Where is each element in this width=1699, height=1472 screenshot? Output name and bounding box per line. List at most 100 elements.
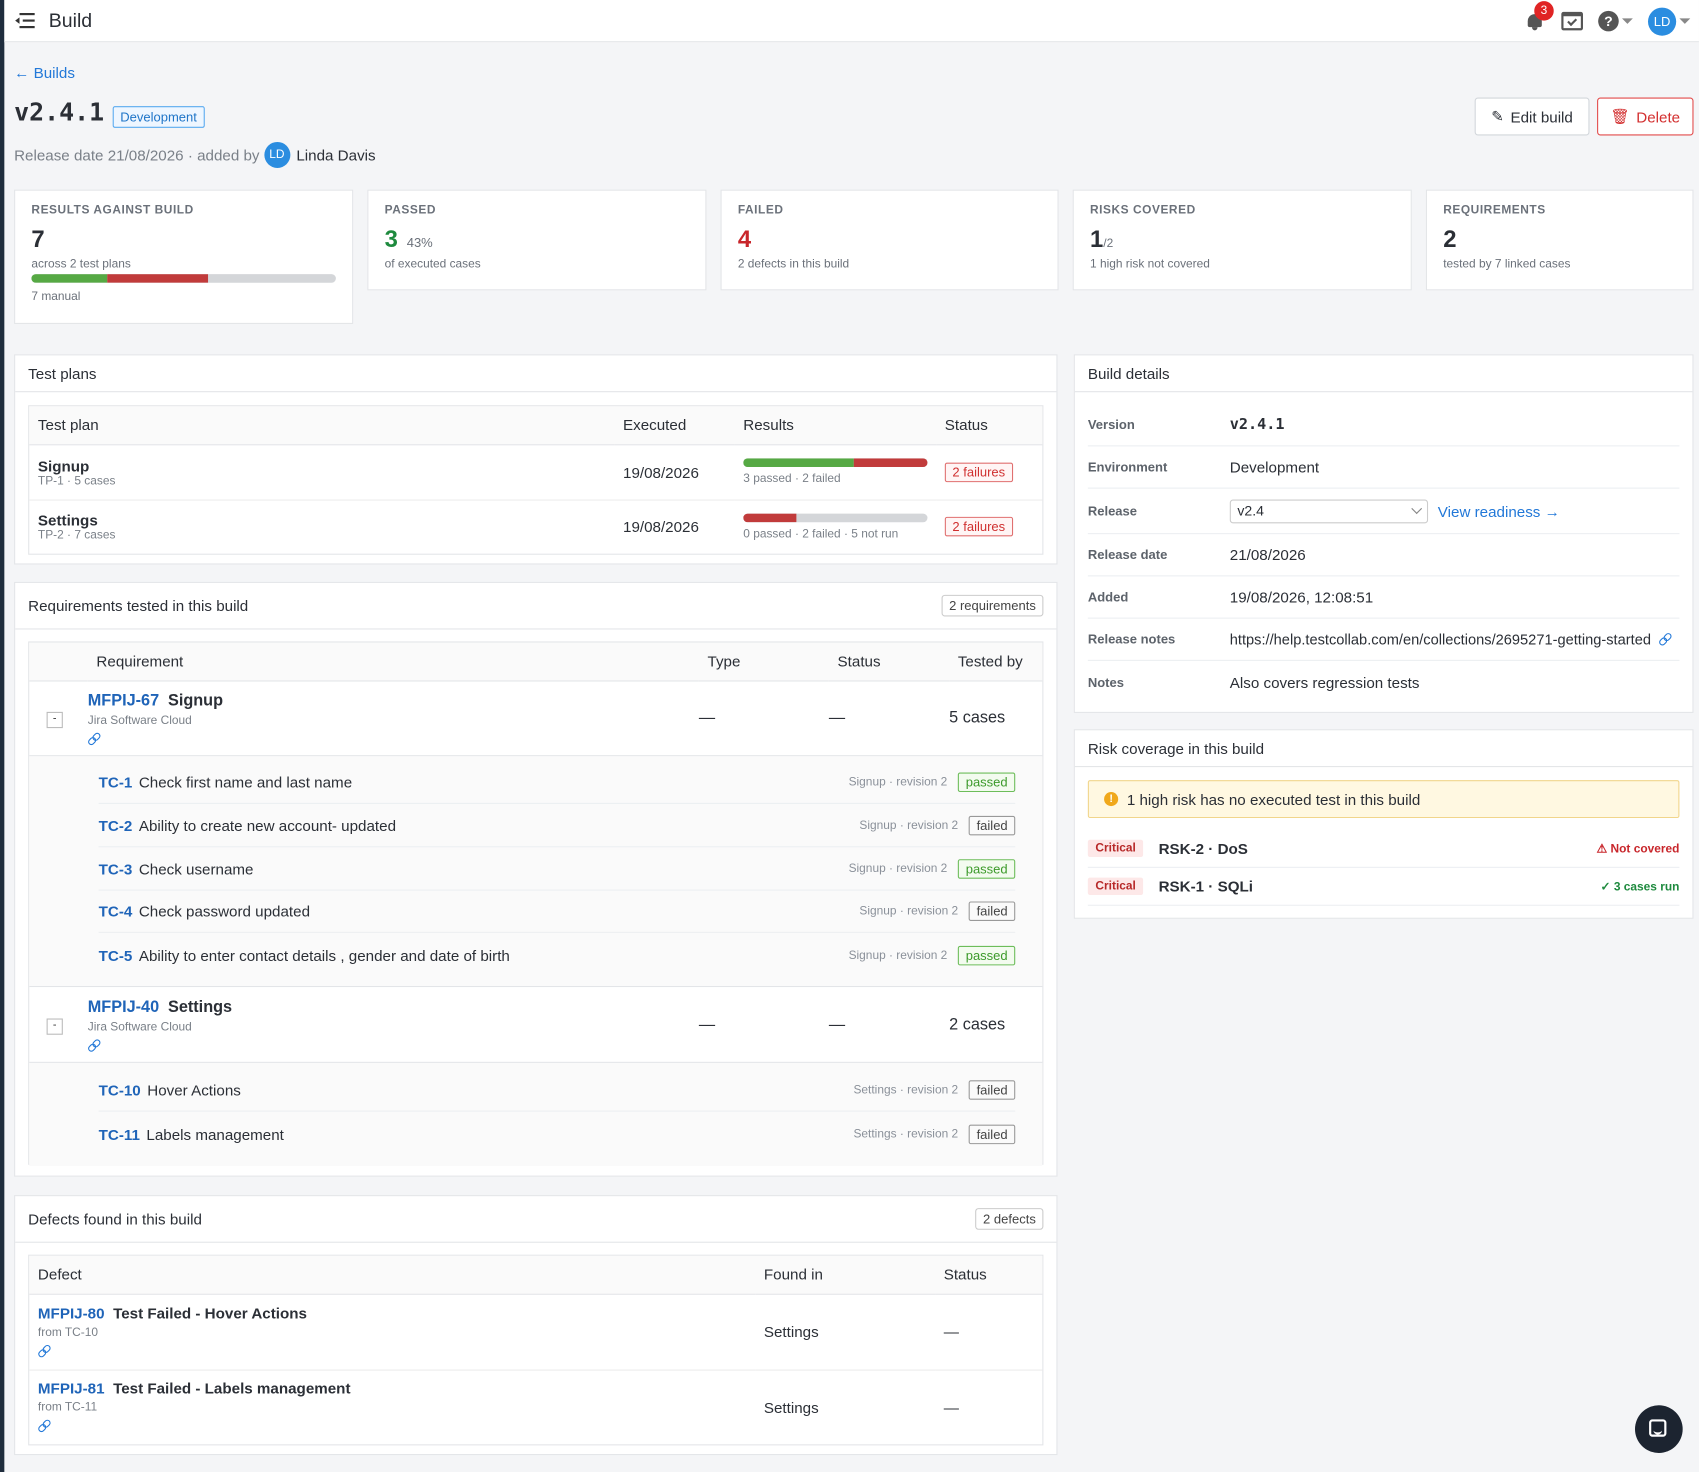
case-id[interactable]: TC-4 <box>98 902 133 920</box>
defect-status: — <box>943 1398 959 1416</box>
test-plans-table: Test plan Executed Results Status Signup… <box>28 405 1044 555</box>
status-badge: failed <box>968 815 1016 836</box>
table-row[interactable]: Settings TP-2 · 7 cases 19/08/2026 0 pass… <box>29 499 1042 553</box>
stat-sub: across 2 test plans <box>31 257 131 271</box>
case-title: Labels management <box>146 1125 284 1143</box>
case-title: Ability to create new account- updated <box>138 816 397 835</box>
case-id[interactable]: TC-11 <box>98 1125 140 1143</box>
defect-key[interactable]: MFPIJ-81 <box>37 1379 105 1397</box>
risk-row[interactable]: Critical RSK-1 · SQLi ✓ 3 cases run <box>1087 868 1680 906</box>
requirement-key[interactable]: MFPIJ-67 <box>87 691 160 710</box>
list-item[interactable]: TC-10 Hover Actions Settings · revision … <box>98 1069 1016 1112</box>
external-link-icon[interactable] <box>88 732 100 744</box>
edit-build-label: Edit build <box>1510 107 1573 126</box>
arrow-left-icon: ← <box>14 63 30 82</box>
status-badge: 2 failures <box>944 462 1013 482</box>
list-item[interactable]: TC-4 Check password updated Signup · rev… <box>98 891 1016 933</box>
view-readiness-link[interactable]: View readiness → <box>1438 502 1560 519</box>
requirement-status: — <box>828 1015 846 1034</box>
warning-icon: ! <box>1104 792 1119 807</box>
release-text: Release date 21/08/2026 · added by <box>14 146 260 164</box>
risk-name[interactable]: RSK-1 · SQLi <box>1158 877 1253 895</box>
col-status: Status <box>828 642 950 681</box>
list-item[interactable]: TC-3 Check username Signup · revision 2 … <box>98 848 1016 891</box>
requirement-key[interactable]: MFPIJ-40 <box>87 997 160 1017</box>
passed-segment <box>743 458 854 467</box>
external-link-icon[interactable] <box>88 1039 100 1051</box>
risk-warning-banner: ! 1 high risk has no executed test in th… <box>1087 780 1680 819</box>
detail-label: Environment <box>1087 459 1168 475</box>
table-row[interactable]: MFPIJ-81 Test Failed - Labels management… <box>29 1370 1042 1445</box>
col-status: Status <box>935 1255 1043 1295</box>
collapse-toggle[interactable]: - <box>46 711 63 729</box>
stat-value: 3 <box>384 225 398 253</box>
table-row[interactable]: MFPIJ-80 Test Failed - Hover Actions fro… <box>29 1293 1043 1371</box>
status-badge: failed <box>968 1080 1016 1100</box>
col-executed: Executed <box>614 406 735 445</box>
release-notes-link[interactable]: https://help.testcollab.com/en/collectio… <box>1230 631 1670 647</box>
case-title: Ability to enter contact details , gende… <box>138 946 510 964</box>
build-details-panel: Build details Version v2.4.1 Environment… <box>1073 354 1694 713</box>
stat-sub: 2 defects in this build <box>737 257 850 271</box>
case-id[interactable]: TC-3 <box>98 860 133 878</box>
table-header-row: Defect Found in Status <box>29 1255 1043 1295</box>
case-id[interactable]: TC-10 <box>98 1081 141 1099</box>
failed-segment <box>107 274 208 283</box>
detail-label: Added <box>1087 589 1129 605</box>
defect-key[interactable]: MFPIJ-80 <box>37 1303 105 1322</box>
list-item[interactable]: TC-5 Ability to enter contact details , … <box>99 934 1016 976</box>
case-title: Check password updated <box>138 902 311 920</box>
defect-title: Test Failed - Labels management <box>113 1379 351 1397</box>
notifications-bell-icon[interactable]: 3 <box>1524 0 1554 32</box>
stat-value-row: 1/2 <box>1090 225 1394 253</box>
risk-name[interactable]: RSK-2 · DoS <box>1158 839 1248 858</box>
risk-row[interactable]: Critical RSK-2 · DoS ⚠ Not covered <box>1087 830 1680 868</box>
plan-meta: TP-1 · 5 cases <box>37 474 116 488</box>
detail-value: v2.4.1 <box>1229 416 1285 434</box>
link-icon <box>1658 632 1670 644</box>
list-item[interactable]: TC-11 Labels management Settings · revis… <box>99 1113 1016 1155</box>
edit-build-button[interactable]: ✎ Edit build <box>1474 97 1590 136</box>
list-item[interactable]: TC-1 Check first name and last name Sign… <box>98 762 1016 804</box>
list-item[interactable]: TC-2 Ability to create new account- upda… <box>98 805 1016 848</box>
requirement-row[interactable]: - MFPIJ-40 Settings Jira Software Cloud … <box>29 987 1043 1063</box>
calendar-check-icon[interactable] <box>1561 11 1583 31</box>
plan-results-bar <box>743 513 928 522</box>
col-requirement: Requirement <box>87 642 699 681</box>
top-actions: 3 ? LD <box>1524 0 1691 42</box>
environment-badge: Development <box>112 106 205 128</box>
external-link-icon[interactable] <box>38 1420 50 1432</box>
plan-name[interactable]: Signup <box>37 456 90 475</box>
chat-support-button[interactable] <box>1635 1405 1683 1453</box>
case-id[interactable]: TC-1 <box>98 773 133 791</box>
risk-coverage-title: Risk coverage in this build <box>1087 739 1265 757</box>
table-row[interactable]: Signup TP-1 · 5 cases 19/08/2026 3 passed… <box>29 444 1043 501</box>
help-menu[interactable]: ? <box>1598 10 1633 32</box>
release-select[interactable]: v2.4 <box>1229 498 1429 523</box>
stat-label: REQUIREMENTS <box>1443 203 1546 217</box>
col-tested-by: Tested by <box>949 642 1043 681</box>
risk-status: ⚠ Not covered <box>1597 841 1680 855</box>
defect-status: — <box>935 1293 1043 1371</box>
collapse-toggle[interactable]: - <box>46 1018 63 1035</box>
release-select-value: v2.4 <box>1237 502 1264 519</box>
requirements-title: Requirements tested in this build <box>28 597 249 615</box>
top-bar: Build 3 ? LD <box>4 0 1699 43</box>
delete-button[interactable]: 🗑 Delete <box>1597 97 1694 136</box>
app-title: Build <box>48 9 93 31</box>
chevron-down-icon <box>1621 18 1633 24</box>
help-icon: ? <box>1598 10 1619 32</box>
case-id[interactable]: TC-2 <box>98 816 133 835</box>
stat-failed-card: FAILED 4 2 defects in this build <box>720 189 1059 291</box>
back-to-builds-link[interactable]: ← Builds <box>14 64 75 81</box>
user-menu[interactable]: LD <box>1648 7 1691 36</box>
requirements-panel: Requirements tested in this build 2 requ… <box>14 581 1058 1177</box>
detail-value: Development <box>1229 458 1320 476</box>
requirement-source: Jira Software Cloud <box>87 1020 192 1034</box>
plan-name[interactable]: Settings <box>37 511 98 530</box>
case-id[interactable]: TC-5 <box>98 946 133 964</box>
menu-collapse-icon[interactable] <box>15 13 35 29</box>
external-link-icon[interactable] <box>38 1344 50 1356</box>
requirement-row[interactable]: - MFPIJ-67 Signup Jira Software Cloud — … <box>29 680 1043 757</box>
